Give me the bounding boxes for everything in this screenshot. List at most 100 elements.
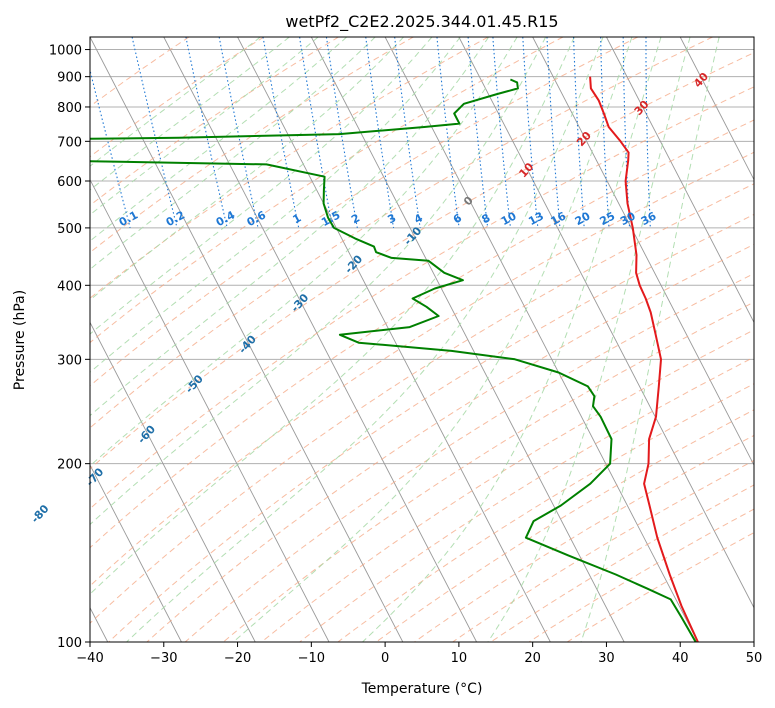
dry-adiabat [108, 213, 754, 642]
y-tick-label: 600 [57, 175, 82, 190]
mixing-ratio-label: 20 [573, 209, 593, 228]
moist-adiabat [90, 37, 261, 167]
mixing-ratio-line [492, 37, 511, 228]
isotherm-label: 40 [691, 70, 711, 90]
x-axis-title: Temperature (°C) [361, 681, 483, 697]
x-tick-label: 0 [381, 651, 389, 666]
mixing-ratio-label: 0.6 [245, 208, 269, 229]
y-tick-label: 500 [57, 222, 82, 237]
moist-adiabat [487, 37, 691, 642]
moist-adiabat [90, 37, 319, 216]
mixing-ratio-line [436, 37, 460, 228]
dry-adiabat [490, 484, 754, 642]
y-tick-label: 300 [57, 353, 82, 368]
dry-adiabat [222, 301, 754, 642]
isotherm-label: -80 [29, 502, 52, 526]
moist-adiabat [90, 37, 575, 595]
dry-adiabat [299, 356, 754, 642]
plot-frame [89, 36, 755, 643]
x-tick-label: −30 [150, 651, 177, 666]
isotherm-label: -20 [342, 252, 365, 276]
dry-adiabat [90, 37, 414, 254]
dry-adiabat [90, 37, 339, 206]
dry-adiabat [261, 329, 754, 642]
isotherm-label: -70 [83, 465, 106, 489]
y-tick-label: 900 [57, 71, 82, 86]
x-tick-label: 30 [598, 651, 615, 666]
x-tick-label: 20 [524, 651, 541, 666]
mixing-ratio-line [522, 37, 539, 228]
isotherm-line [90, 321, 256, 642]
dry-adiabat [90, 52, 754, 470]
isotherm-label: 20 [574, 129, 594, 149]
isotherm-label: -60 [135, 422, 158, 446]
dry-adiabat [90, 37, 190, 108]
x-tick-label: −10 [298, 651, 325, 666]
dry-adiabat [90, 37, 265, 158]
y-tick-label: 800 [57, 101, 82, 116]
mixing-ratio-label: 30 [618, 209, 638, 228]
isotherm-line [90, 464, 182, 642]
mixing-ratio-label: 36 [639, 209, 659, 228]
isotherm-line [384, 37, 699, 642]
mixing-ratio-label: 25 [598, 209, 618, 228]
dry-adiabat [90, 37, 639, 387]
mixing-ratio-label: 2 [349, 211, 362, 226]
isotherm-label: 0 [461, 194, 476, 209]
x-tick-label: 50 [746, 651, 763, 666]
moist-adiabat [126, 37, 604, 642]
mixing-ratio-label: 10 [499, 209, 519, 228]
mixing-ratio-label: 0.4 [214, 208, 238, 229]
mixing-ratio-label: 6 [451, 211, 464, 226]
moist-adiabat [90, 37, 376, 270]
mixing-ratio-line [185, 37, 228, 229]
isotherm-label: -50 [183, 372, 206, 396]
mixing-ratio-label: 0.1 [117, 208, 140, 229]
x-tick-label: 10 [451, 651, 468, 666]
dry-adiabat [184, 273, 754, 642]
mixing-ratio-line [325, 37, 358, 228]
y-tick-label: 1000 [49, 44, 82, 59]
dry-adiabat [337, 383, 754, 642]
dry-adiabat [528, 508, 754, 642]
moist-adiabat [362, 37, 662, 642]
dry-adiabat [90, 86, 754, 510]
mixing-ratio-line [467, 37, 489, 228]
mixing-ratio-line [90, 67, 131, 229]
mixing-ratio-line [394, 37, 421, 228]
y-tick-label: 100 [57, 636, 82, 651]
dry-adiabat [90, 37, 489, 299]
mixing-ratio-line [645, 37, 651, 228]
x-tick-label: 40 [672, 651, 689, 666]
isotherm-line [458, 37, 754, 609]
moist-adiabat [90, 37, 490, 417]
mixing-ratio-label: 16 [549, 209, 569, 228]
moist-adiabat [90, 37, 461, 373]
temperature-profile [589, 76, 699, 642]
moist-adiabat [90, 37, 547, 526]
isotherm-line [606, 37, 754, 324]
isotherm-line [237, 37, 551, 642]
x-tick-label: −40 [76, 651, 103, 666]
dry-adiabat [375, 409, 754, 642]
mixing-ratio-line [546, 37, 561, 228]
dewpoint-profile [90, 78, 697, 642]
isotherm-label: -40 [236, 332, 259, 356]
mixing-ratio-label: 13 [526, 209, 546, 228]
moist-adiabat [90, 37, 348, 242]
isotherm-line [310, 37, 625, 642]
isotherm-label: 30 [632, 98, 652, 118]
mixing-ratio-line [262, 37, 300, 229]
dry-adiabat [90, 37, 564, 344]
mixing-ratio-line [365, 37, 395, 229]
dry-adiabat [90, 119, 754, 549]
dry-adiabat [146, 243, 754, 642]
y-tick-label: 400 [57, 279, 82, 294]
moist-adiabat [90, 37, 433, 335]
dry-adiabat [90, 151, 754, 587]
isotherm-line [679, 37, 754, 181]
isotherm-label: -30 [288, 291, 311, 315]
y-tick-label: 200 [57, 458, 82, 473]
moist-adiabat [90, 37, 404, 301]
